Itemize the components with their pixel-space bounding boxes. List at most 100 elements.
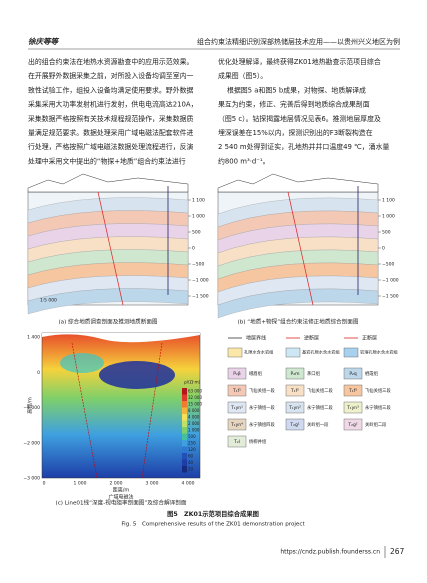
legend-label: 逆断层 — [304, 335, 319, 342]
legend-swatch — [285, 367, 305, 380]
strata-band — [27, 288, 189, 315]
legend-swatch — [343, 367, 363, 380]
legend-label: 茅口组 — [307, 370, 321, 377]
legend-label: 永宁镇组二段 — [307, 404, 333, 411]
colorbar-cell — [182, 427, 187, 434]
legend-code: T₁f³ — [348, 388, 357, 394]
terrain — [27, 173, 189, 193]
legend-code: T₁yn³ — [346, 405, 359, 411]
anomaly — [99, 361, 175, 389]
elevation-label: −1 000 — [382, 278, 399, 284]
body-line: 在开展野外数据采集之前，对所投入设备均调至室内一 — [28, 71, 193, 80]
legend-label: 地层界线 — [246, 335, 266, 342]
y-tick-label: 0 — [37, 370, 40, 376]
anomaly — [60, 353, 104, 373]
colorbar-cell — [182, 388, 187, 395]
colorbar-cell — [182, 466, 187, 473]
y-tick-label: −3 000 — [23, 476, 40, 482]
panel-caption: (c) Line01线“深度-视电阻率剖面图”及综合解译剖面 — [56, 499, 187, 507]
legend-code: T₂g¹ — [289, 422, 299, 428]
legend-swatch — [285, 418, 305, 431]
colorbar-label: 120 — [188, 447, 196, 452]
x-tick-label: 0 — [43, 481, 46, 487]
legend-swatch — [227, 418, 247, 431]
legend-code: P₂m — [291, 371, 300, 377]
colorbar-label: 20 — [188, 466, 194, 471]
legend-swatch — [285, 384, 305, 397]
panel-caption: (b) “地质+物探”组合约束法修正地质综合剖面图 — [238, 318, 359, 326]
legend-label: 孔隙水含水岩组 — [244, 349, 273, 356]
fault — [141, 342, 163, 479]
legend-label: 岩溶孔隙水含水岩组 — [360, 349, 398, 356]
legend-swatch — [343, 384, 363, 397]
legend-label: 关岭组一段 — [307, 421, 329, 428]
legend-label: 永宁镇组三段 — [365, 404, 391, 411]
body-line: 致性试验工作，组投入设备均满足使用要求。野外数据 — [28, 85, 193, 94]
fault — [97, 191, 124, 306]
body-line: 约800 m³·d⁻¹。 — [218, 156, 270, 165]
legend-swatch — [343, 347, 359, 358]
x-tick-label: 2 000 — [110, 481, 123, 487]
elevation-label: 0 — [192, 246, 195, 252]
colorbar-cell — [182, 440, 187, 447]
colorbar-cell — [182, 420, 187, 427]
legend-code: T₁f¹ — [232, 388, 241, 394]
elevation-label: −500 — [382, 262, 394, 268]
legend-label: 永宁镇组四段 — [249, 421, 275, 428]
body-line: 优化处理解译，最终获得ZK01地热勘查示范项目综合 — [218, 57, 381, 66]
legend-code: T₁yn⁴ — [230, 422, 243, 428]
elevation-label: 500 — [192, 230, 201, 236]
axis-label: 距离/m — [113, 487, 130, 494]
colorbar-label: 40 — [188, 460, 194, 465]
legend-swatch — [227, 401, 247, 414]
legend-label: 永宁镇组一段 — [249, 404, 275, 411]
legend-swatch — [227, 347, 243, 358]
legend-swatch — [285, 347, 301, 358]
colorbar-cell — [182, 394, 187, 401]
legend-code: P₂β — [233, 371, 241, 377]
body-line: 行处理，严格按照广域电磁法数据处理流程进行，反演 — [28, 142, 193, 151]
x-tick-label: 4 000 — [182, 481, 195, 487]
scale-label: 1∶5 000 — [40, 298, 57, 304]
elevation-label: 1 100 — [382, 198, 395, 204]
colorbar-cell — [182, 414, 187, 421]
body-line: 根据图5 a和图5 b成果，对物探、地质解译成 — [227, 85, 366, 94]
legend-label: 飞仙关组三段 — [365, 387, 391, 394]
y-tick-label: 1 400 — [27, 335, 40, 341]
elevation-label: 1 100 — [192, 198, 205, 204]
colorbar-label: 32 000 — [188, 395, 202, 400]
elevation-label: 1 000 — [382, 214, 395, 220]
legend-label: 杨柳井组 — [249, 438, 267, 445]
resistivity-field — [41, 332, 201, 479]
figure-caption: 图5 ZK01示范项目综合成果图 — [167, 509, 259, 518]
colorbar-cell — [182, 401, 187, 408]
fault — [287, 191, 314, 306]
elevation-label: −1 500 — [192, 294, 209, 300]
legend-swatch — [285, 401, 305, 414]
colorbar-cell — [182, 433, 187, 440]
elevation-label: −500 — [192, 262, 204, 268]
colorbar-label: 60 — [188, 453, 194, 458]
footer-url: https://cndz.publish.founderss.cn — [280, 549, 380, 556]
body-line: 2 540 m处得到证实，孔地热井井口温度49 ℃，涌水量 — [218, 142, 389, 151]
body-line: 成果图（图5）。 — [218, 71, 267, 80]
legend-code: T₁yn² — [288, 405, 301, 411]
header-authors: 徐庆等等 — [28, 37, 59, 46]
x-tick-label: 3 000 — [146, 481, 159, 487]
legend-code: T₁f² — [290, 388, 299, 394]
colorbar-title: ρ/(Ω·m) — [184, 380, 201, 386]
legend-swatch — [343, 401, 363, 414]
axis-sublabel: 广域电磁法 — [108, 494, 133, 501]
legend-swatch — [343, 418, 363, 431]
legend-code: T₂l — [233, 439, 240, 445]
legend-label: 飞仙关组一段 — [249, 387, 275, 394]
colorbar-label: 8 000 — [188, 408, 200, 413]
colorbar-label: 4 000 — [188, 414, 200, 419]
legend-code: T₂g² — [347, 422, 357, 428]
legend-code: P₂q — [349, 371, 357, 377]
colorbar-cell — [182, 459, 187, 466]
body-line: 量满足规范要求。数据处理采用广域电磁法配套软件进 — [28, 128, 193, 137]
legend-label: 基岩孔隙水含水岩组 — [302, 349, 340, 356]
